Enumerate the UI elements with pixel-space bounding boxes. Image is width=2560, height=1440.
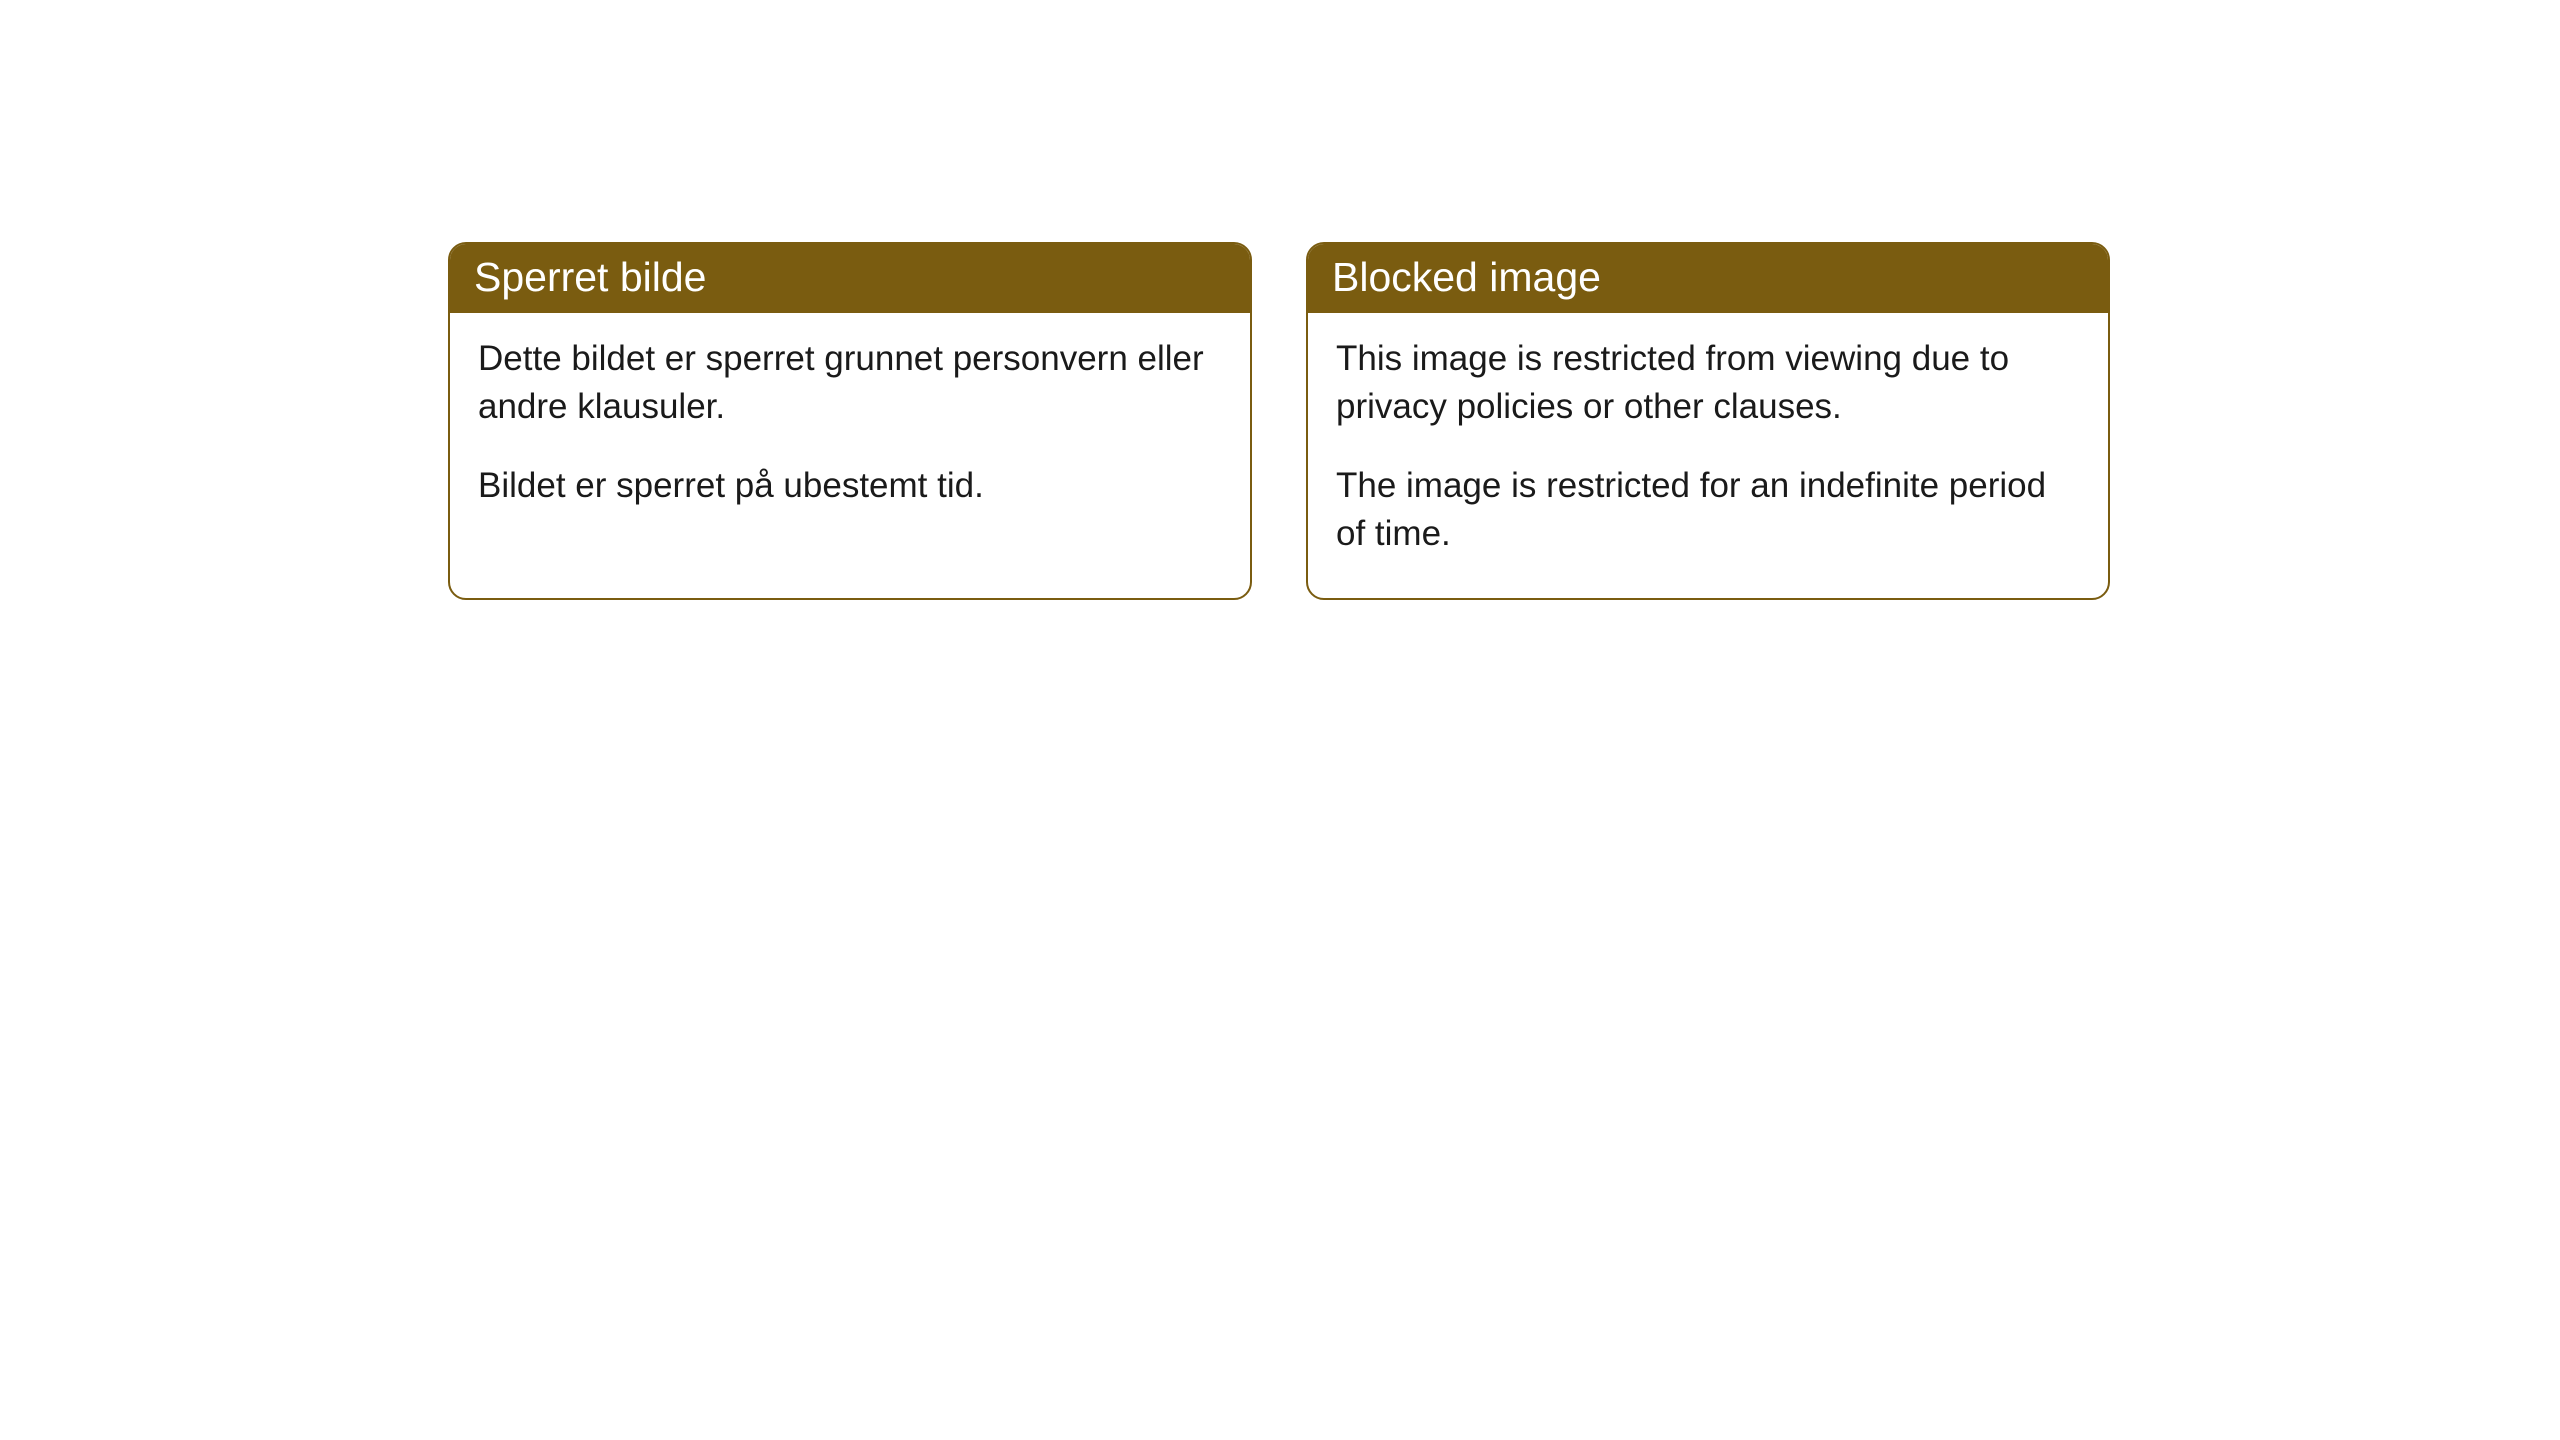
card-body: Dette bildet er sperret grunnet personve…	[450, 313, 1250, 550]
card-header: Blocked image	[1308, 244, 2108, 313]
card-paragraph: Dette bildet er sperret grunnet personve…	[478, 335, 1222, 432]
card-title: Sperret bilde	[474, 254, 706, 300]
notice-container: Sperret bilde Dette bildet er sperret gr…	[0, 0, 2560, 600]
blocked-image-card-english: Blocked image This image is restricted f…	[1306, 242, 2110, 600]
card-title: Blocked image	[1332, 254, 1601, 300]
blocked-image-card-norwegian: Sperret bilde Dette bildet er sperret gr…	[448, 242, 1252, 600]
card-paragraph: Bildet er sperret på ubestemt tid.	[478, 462, 1222, 510]
card-body: This image is restricted from viewing du…	[1308, 313, 2108, 598]
card-paragraph: The image is restricted for an indefinit…	[1336, 462, 2080, 559]
card-header: Sperret bilde	[450, 244, 1250, 313]
card-paragraph: This image is restricted from viewing du…	[1336, 335, 2080, 432]
